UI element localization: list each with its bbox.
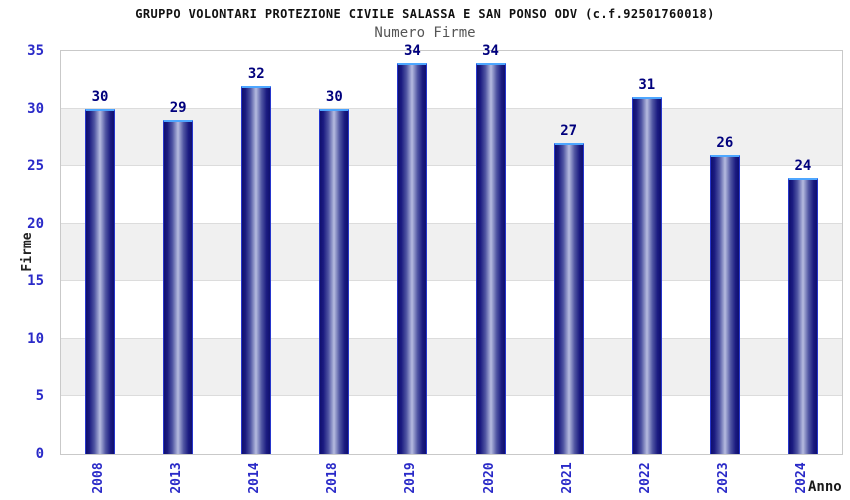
gridline [61, 395, 842, 397]
x-axis-ticks: 2008 2013 2014 2018 2019 2020 2021 2022 2023 2024 [60, 458, 843, 500]
y-tick-label: 0 [35, 446, 44, 462]
plot-band [61, 51, 842, 109]
plot-area: 30 29 32 30 34 34 27 31 26 24 [60, 44, 843, 455]
bar-2013 [163, 120, 194, 454]
x-tick-label: 2020 [481, 462, 497, 494]
y-tick-label: 20 [27, 215, 44, 232]
bar-value-label: 27 [560, 123, 578, 140]
bar-value-label: 31 [638, 77, 656, 94]
bar-value-label: 30 [325, 88, 343, 105]
gridline [61, 222, 842, 224]
bar-value-label: 34 [404, 42, 421, 59]
x-tick-label: 2008 [91, 462, 107, 494]
gridline [61, 337, 842, 339]
chart-title: GRUPPO VOLONTARI PROTEZIONE CIVILE SALAS… [135, 7, 715, 21]
x-tick-label: 2023 [715, 462, 731, 494]
x-axis-title: Anno [808, 479, 842, 495]
bar-2023 [709, 154, 740, 454]
gridline [61, 107, 842, 109]
bar-value-label: 34 [482, 42, 499, 59]
y-tick-label: 5 [35, 388, 44, 405]
y-tick-label: 25 [27, 158, 44, 175]
bar-2019 [397, 62, 428, 454]
gridline [61, 165, 842, 167]
x-tick-label: 2014 [247, 462, 263, 494]
x-tick-label: 2019 [403, 462, 419, 494]
x-tick-label: 2021 [559, 462, 575, 494]
bar-value-label: 24 [794, 157, 812, 174]
bar-2008 [85, 108, 116, 454]
x-tick-label: 2018 [325, 462, 341, 494]
y-tick-label: 30 [27, 100, 44, 117]
bar-value-label: 32 [247, 65, 265, 82]
y-tick-label: 15 [27, 273, 44, 290]
x-tick-label: 2022 [637, 462, 653, 494]
bar-2020 [475, 62, 506, 454]
bar-2014 [241, 85, 272, 454]
bar-value-label: 29 [169, 100, 187, 117]
x-tick-label: 2013 [169, 462, 185, 494]
y-axis-ticks: 0 5 10 15 20 25 30 35 [0, 43, 52, 462]
y-tick-label: 35 [27, 43, 44, 59]
bar-2021 [553, 143, 584, 454]
chart-subtitle: Numero Firme [374, 25, 476, 41]
gridline [61, 280, 842, 282]
bar-value-label: 30 [91, 88, 109, 105]
bar-value-label: 26 [716, 134, 734, 151]
y-tick-label: 10 [27, 330, 44, 347]
bar-2024 [787, 177, 818, 454]
bar-2018 [319, 108, 350, 454]
bar-2022 [631, 97, 662, 454]
